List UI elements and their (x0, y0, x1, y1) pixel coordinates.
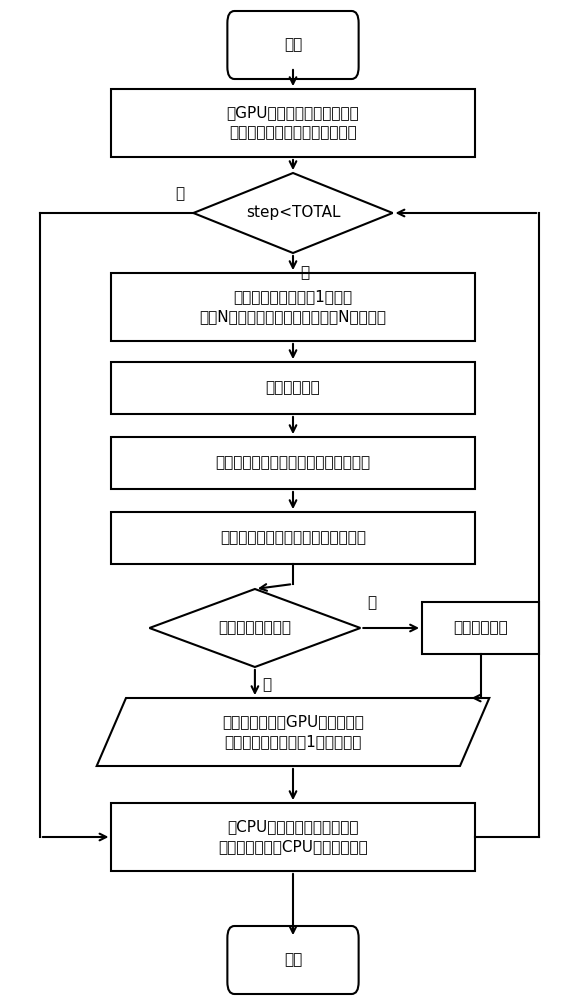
Bar (422, 602, 539, 654)
Text: 开始: 开始 (284, 37, 302, 52)
Text: 在GPU全局内存上开辟空间，
并初始化粒子信息和随机数数组: 在GPU全局内存上开辟空间， 并初始化粒子信息和随机数数组 (227, 106, 359, 140)
Polygon shape (149, 589, 360, 667)
Bar (111, 803, 475, 871)
Bar (111, 89, 475, 157)
Text: 否: 否 (262, 677, 271, 692)
Text: 是: 是 (300, 265, 309, 280)
Text: 在CPU主机端开辟内存空间，
将计算结果传回CPU主机端内存中: 在CPU主机端开辟内存空间， 将计算结果传回CPU主机端内存中 (218, 820, 368, 854)
Bar (111, 273, 475, 341)
Text: 更新所有粒子速度、位置和属性标记: 更新所有粒子速度、位置和属性标记 (220, 530, 366, 546)
Bar (111, 437, 475, 489)
Text: 否: 否 (175, 186, 185, 201)
Bar (111, 512, 475, 564)
Text: 是: 是 (367, 595, 377, 610)
Text: step<TOTAL: step<TOTAL (246, 206, 340, 221)
Text: 计算碰撞几率: 计算碰撞几率 (265, 380, 321, 395)
Text: 删除粒子信息: 删除粒子信息 (453, 620, 508, 636)
Text: 根据粒子属性标记为1的粒子
个数N，调用随机数生成函数产生N个随机数: 根据粒子属性标记为1的粒子 个数N，调用随机数生成函数产生N个随机数 (199, 290, 387, 324)
Text: 粒子是否到达边界: 粒子是否到达边界 (219, 620, 291, 636)
FancyBboxPatch shape (227, 926, 359, 994)
Polygon shape (97, 698, 489, 766)
Text: 离子推进器中粒子的电荷交换碰撞判断: 离子推进器中粒子的电荷交换碰撞判断 (216, 456, 370, 471)
Text: 存储粒子信息到GPU全局内存，
统计粒子属性标记为1的粒子个数: 存储粒子信息到GPU全局内存， 统计粒子属性标记为1的粒子个数 (222, 715, 364, 749)
FancyBboxPatch shape (227, 11, 359, 79)
Polygon shape (193, 173, 393, 253)
Bar (111, 362, 475, 414)
Text: 结束: 结束 (284, 952, 302, 968)
